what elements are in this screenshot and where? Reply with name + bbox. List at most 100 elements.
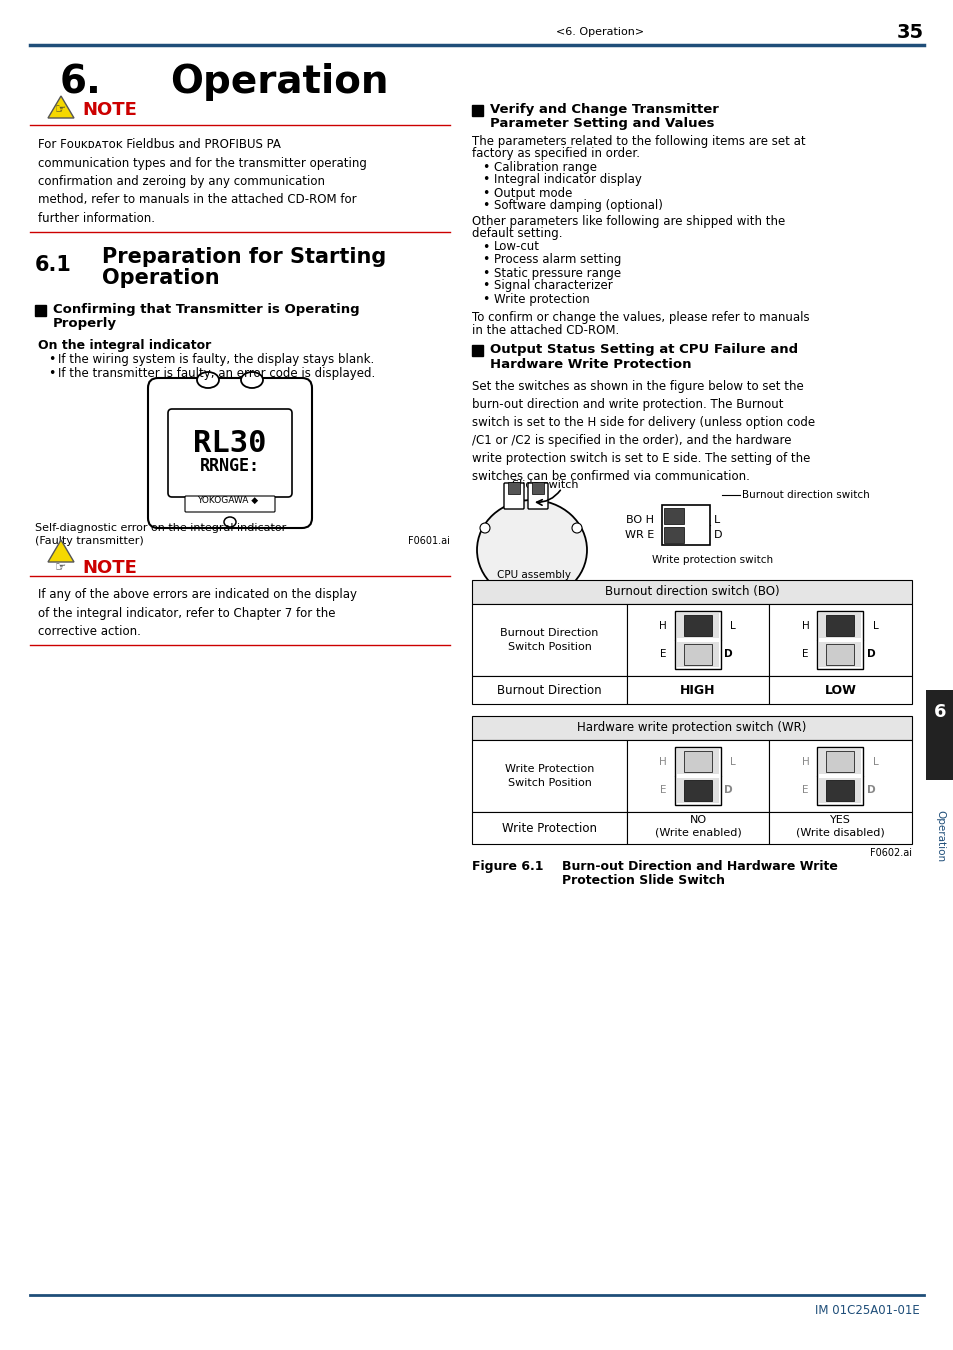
Bar [825,751,854,772]
Text: ☞: ☞ [55,562,67,575]
Bar [677,613,719,639]
Text: Software damping (optional): Software damping (optional) [494,200,662,212]
Text: Write Protection: Write Protection [501,822,597,834]
Text: To confirm or change the values, please refer to manuals: To confirm or change the values, please … [472,312,809,324]
Bar [472,603,626,676]
Bar [825,780,854,801]
Text: 6: 6 [933,703,945,721]
Text: E: E [659,649,665,659]
Bar [35,305,46,316]
Text: Burnout direction switch (BO): Burnout direction switch (BO) [604,586,779,598]
Text: D: D [723,649,732,659]
Ellipse shape [479,522,490,533]
Text: F0602.ai: F0602.ai [869,848,911,859]
Bar [472,580,911,603]
Text: Slide switch: Slide switch [512,481,578,490]
Text: H: H [801,621,808,630]
Ellipse shape [224,517,235,526]
Text: Write protection switch: Write protection switch [651,555,772,566]
Bar [472,346,482,356]
Text: Verify and Change Transmitter: Verify and Change Transmitter [490,104,719,116]
Text: Operation: Operation [934,810,944,863]
Text: Signal characterizer: Signal characterizer [494,279,612,293]
Text: Integral indicator display: Integral indicator display [494,174,641,186]
Bar [507,482,519,494]
Bar [472,740,626,811]
Text: 35: 35 [896,23,923,42]
Text: ☞: ☞ [55,104,67,116]
FancyBboxPatch shape [148,378,312,528]
FancyBboxPatch shape [503,483,523,509]
Text: •: • [48,354,55,366]
Text: D: D [866,649,875,659]
Text: •: • [481,293,489,305]
Text: If the transmitter is faulty, an error code is displayed.: If the transmitter is faulty, an error c… [58,366,375,379]
Text: •: • [481,161,489,174]
Text: Operation: Operation [170,63,388,101]
Text: Confirming that Transmitter is Operating: Confirming that Transmitter is Operating [53,304,359,316]
Text: RRNGE:: RRNGE: [200,458,260,475]
Text: F0601.ai: F0601.ai [408,536,450,545]
Bar [663,526,683,543]
Text: Parameter Setting and Values: Parameter Setting and Values [490,117,714,131]
Bar [532,482,543,494]
Text: Set the switches as shown in the figure below to set the
burn-out direction and : Set the switches as shown in the figure … [472,379,814,483]
Bar [675,612,720,670]
Bar [677,778,719,803]
FancyBboxPatch shape [527,483,547,509]
Text: L: L [729,757,735,767]
Text: default setting.: default setting. [472,228,562,240]
Bar [683,780,711,801]
Text: 6.1: 6.1 [35,255,71,275]
Bar [817,747,862,805]
Text: L: L [729,621,735,630]
Text: Hardware write protection switch (WR): Hardware write protection switch (WR) [577,721,806,734]
Text: BO H: BO H [625,514,654,525]
Text: Operation: Operation [102,269,219,288]
Text: RL30: RL30 [193,428,267,458]
Text: •: • [481,266,489,279]
Text: Output mode: Output mode [494,186,572,200]
Text: Other parameters like following are shipped with the: Other parameters like following are ship… [472,216,784,228]
Polygon shape [48,540,74,562]
Bar [626,603,768,676]
Text: Calibration range: Calibration range [494,161,597,174]
Text: factory as specified in order.: factory as specified in order. [472,147,639,161]
Text: Low-cut: Low-cut [494,240,539,254]
Bar [683,644,711,666]
Ellipse shape [476,500,586,599]
Text: D: D [723,784,732,795]
Text: •: • [481,174,489,186]
Bar [663,508,683,524]
Text: If any of the above errors are indicated on the display
of the integral indicato: If any of the above errors are indicated… [38,589,356,639]
Text: LOW: LOW [823,683,856,697]
Text: Protection Slide Switch: Protection Slide Switch [561,873,724,887]
Text: For Fᴏᴜᴋᴅᴀᴛᴏᴋ Fieldbus and PROFIBUS PA
communication types and for the transmitt: For Fᴏᴜᴋᴅᴀᴛᴏᴋ Fieldbus and PROFIBUS PA c… [38,138,367,225]
Polygon shape [48,96,74,117]
Text: Write Protection
Switch Position: Write Protection Switch Position [504,764,594,787]
Text: The parameters related to the following items are set at: The parameters related to the following … [472,135,804,148]
Bar [819,613,861,639]
Text: HIGH: HIGH [679,683,715,697]
Bar [472,676,626,703]
Bar [472,105,482,116]
Text: E: E [801,784,808,795]
Text: D: D [866,784,875,795]
FancyBboxPatch shape [168,409,292,497]
Text: L: L [872,757,878,767]
Bar [661,505,709,545]
Text: in the attached CD-ROM.: in the attached CD-ROM. [472,324,618,336]
Text: <6. Operation>: <6. Operation> [556,27,643,36]
Ellipse shape [572,522,581,533]
Bar [817,612,862,670]
Text: H: H [659,621,666,630]
Text: Burnout Direction
Switch Position: Burnout Direction Switch Position [499,628,598,652]
Ellipse shape [196,373,219,387]
Text: E: E [659,784,665,795]
Bar [683,616,711,636]
Bar [675,747,720,805]
Bar [626,740,768,811]
Text: NO
(Write enabled): NO (Write enabled) [654,815,740,837]
Text: YES
(Write disabled): YES (Write disabled) [796,815,884,837]
Text: Hardware Write Protection: Hardware Write Protection [490,358,691,370]
